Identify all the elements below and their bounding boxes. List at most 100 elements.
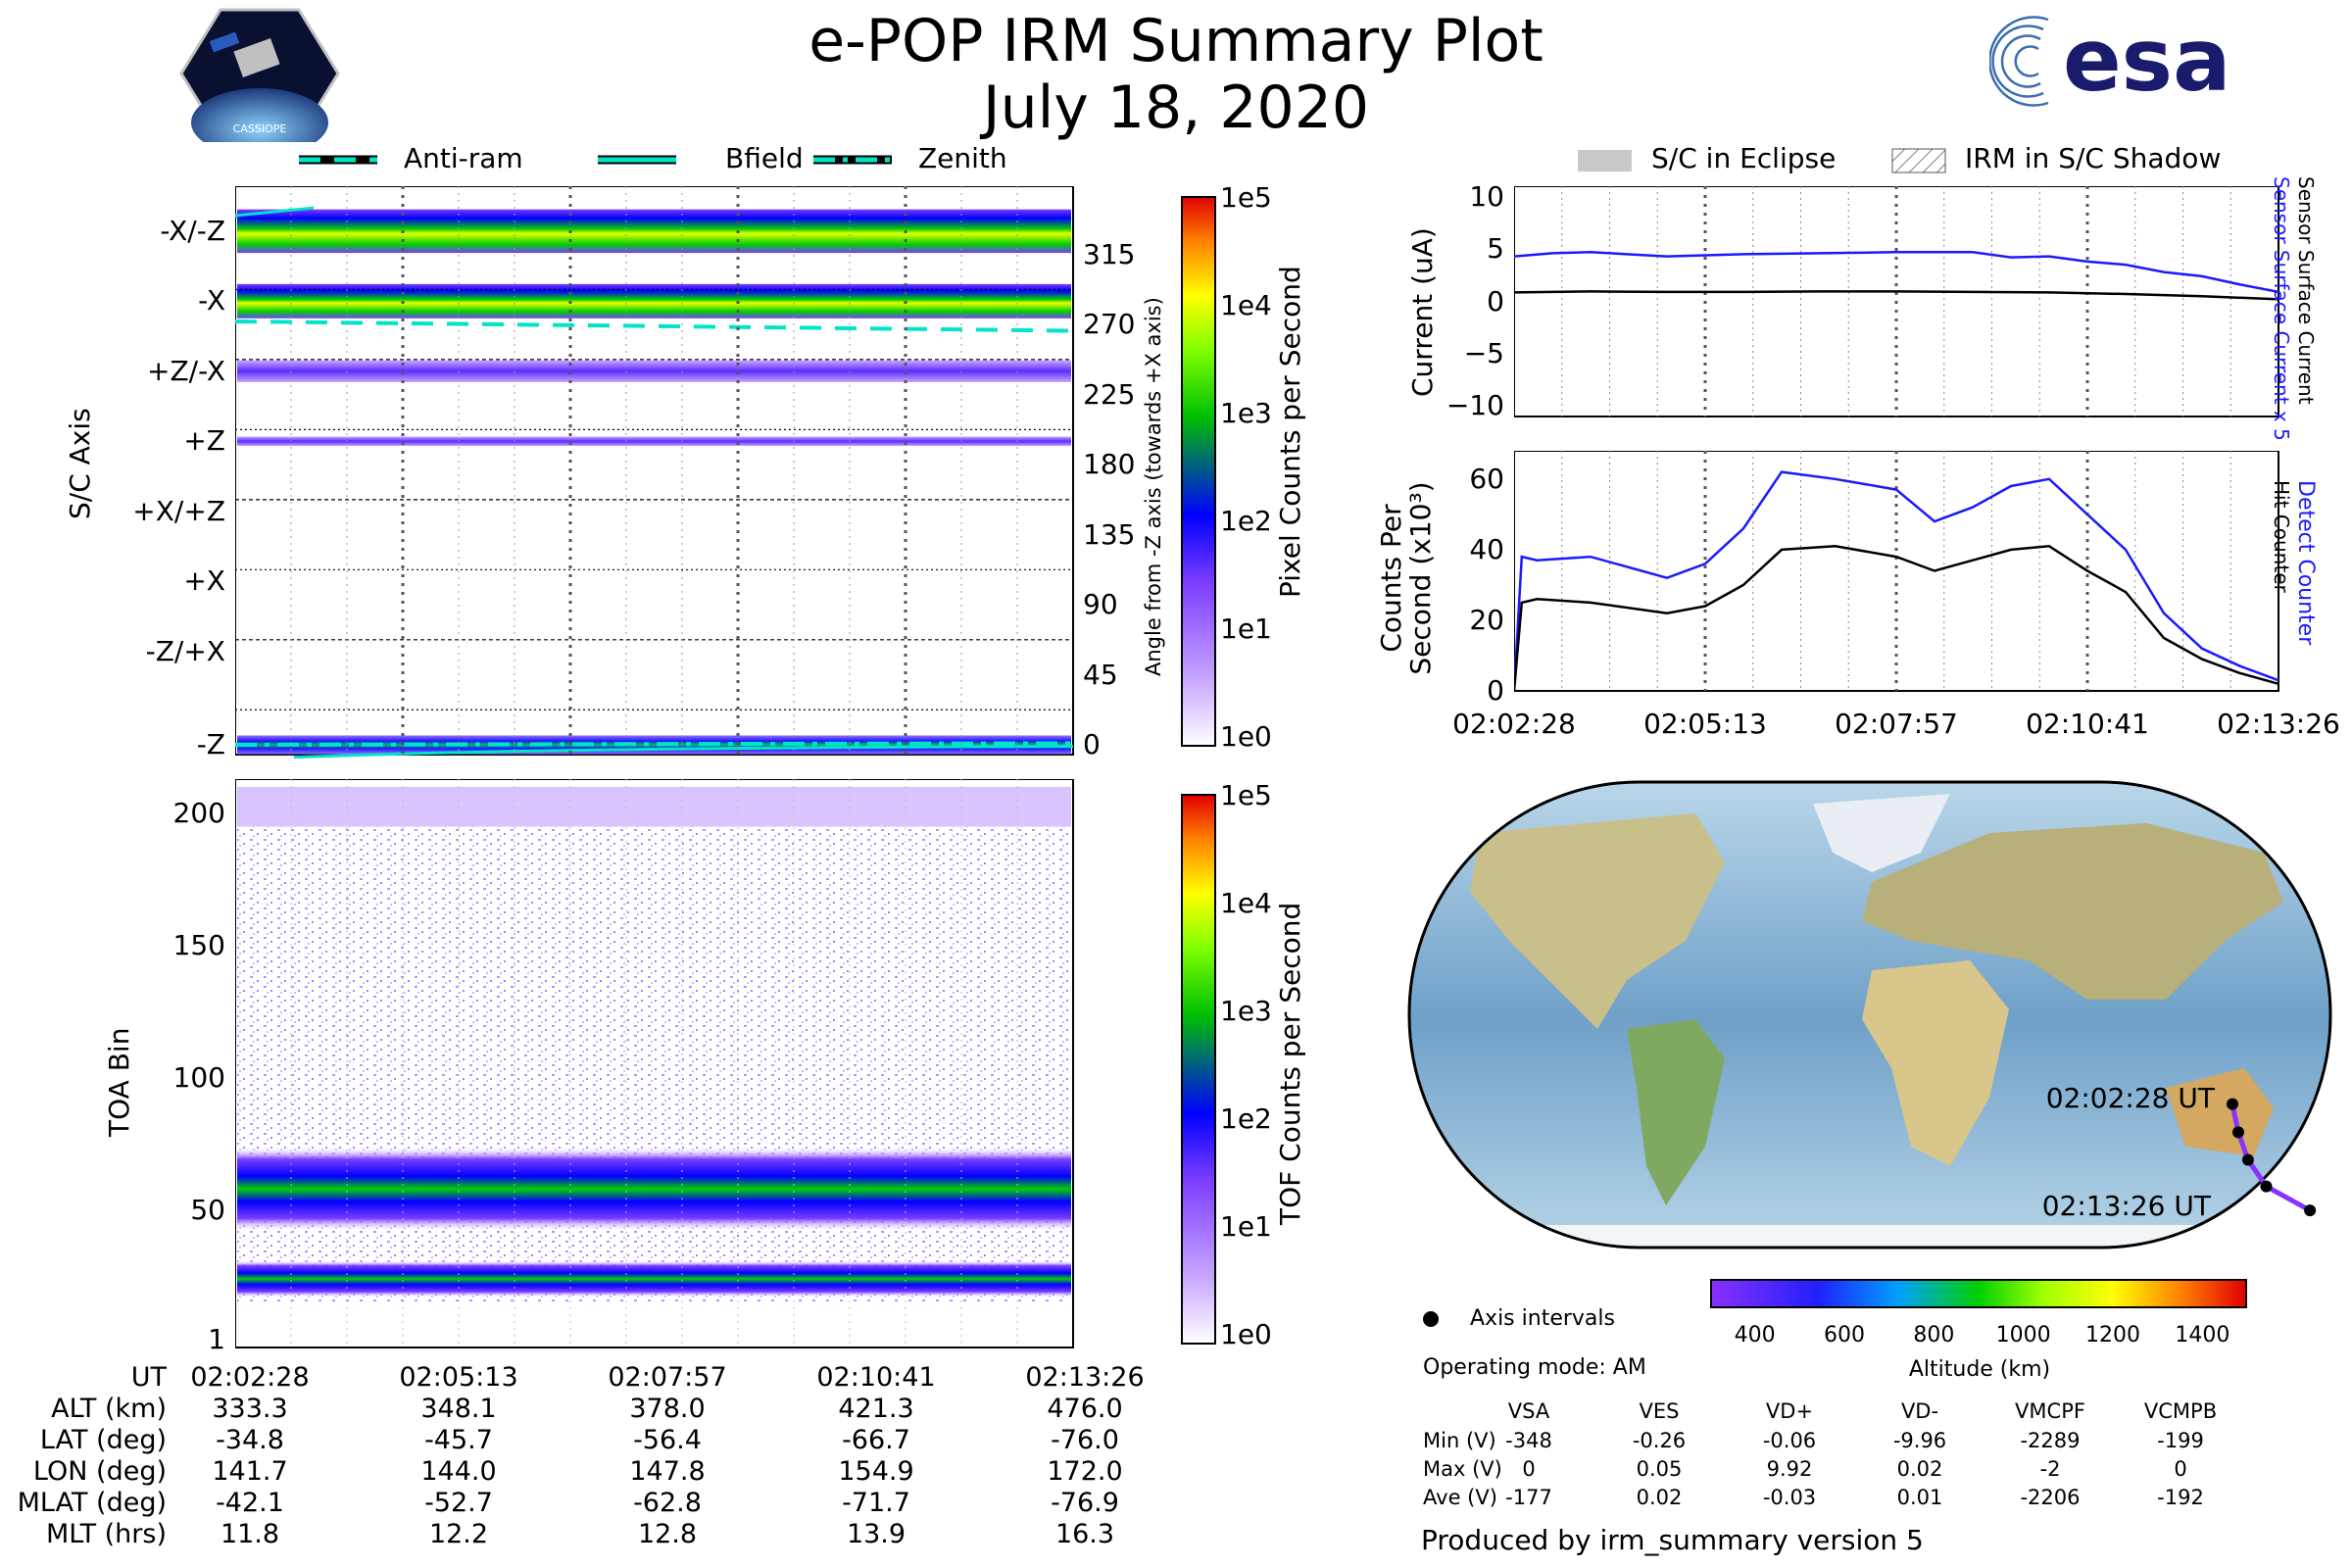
track-end-label: 02:13:26 UT <box>2042 1190 2212 1222</box>
map-frame <box>1407 780 2332 1250</box>
voltage-column-header: VES <box>1639 1399 1680 1423</box>
eclipse-legend-label: S/C in Eclipse <box>1651 142 1837 174</box>
africa-landmass <box>1862 960 2009 1166</box>
operating-mode: Operating mode: AM <box>1423 1355 1646 1380</box>
pixel-y2-tick-label: 315 <box>1083 237 1136 270</box>
pixel-plot-frame <box>235 186 1074 756</box>
y-tick-label: −10 <box>1446 389 1504 422</box>
counts-x-tick-label: 02:13:26 <box>2217 708 2340 740</box>
toa-band-1 <box>237 1260 1071 1298</box>
colorbar-tick-label: 1e1 <box>1220 1210 1272 1243</box>
toa-y-tick-label: 50 <box>190 1193 225 1226</box>
voltage-value: -2 <box>2039 1457 2061 1481</box>
ephemeris-value: 02:07:57 <box>608 1362 727 1393</box>
zenith-legend-label: Zenith <box>918 142 1007 174</box>
ephemeris-value: 421.3 <box>838 1394 914 1424</box>
voltage-value: -177 <box>1505 1486 1552 1509</box>
y-tick-label: 0 <box>1487 284 1504 318</box>
pixel-y-tick-label: -X <box>198 284 225 318</box>
y-tick-label: 20 <box>1469 603 1504 636</box>
ephemeris-value: 348.1 <box>420 1394 497 1424</box>
colorbar-tick-label: 1e2 <box>1220 1102 1272 1135</box>
antarctica-landmass <box>1409 1225 2330 1248</box>
ephemeris-value: -34.8 <box>216 1425 284 1455</box>
voltage-column-header: VSA <box>1507 1399 1550 1423</box>
australia-landmass <box>2166 1068 2274 1156</box>
anti-ram-legend-line <box>299 155 377 165</box>
ephemeris-value: 13.9 <box>846 1519 906 1549</box>
bfield-legend-label: Bfield <box>725 142 804 174</box>
pixel-colorbar-label: Pixel Counts per Second <box>1274 266 1306 598</box>
voltage-value: -0.26 <box>1632 1429 1687 1452</box>
shadow-legend-swatch <box>1891 148 1946 173</box>
altitude-tick-label: 800 <box>1913 1323 1955 1348</box>
voltage-value: 9.92 <box>1766 1457 1813 1481</box>
ephemeris-value: -66.7 <box>842 1425 910 1455</box>
ground-track-point <box>2260 1180 2273 1193</box>
ephemeris-value: 12.8 <box>637 1519 698 1549</box>
altitude-tick-label: 1000 <box>1995 1323 2051 1348</box>
esa-logo: esa <box>1989 10 2230 108</box>
counts-plot <box>1514 451 2279 692</box>
toa-y-tick-label: 1 <box>208 1323 225 1355</box>
altitude-colorbar <box>1710 1279 2247 1308</box>
current-x5-label: Sensor Surface Current x 5 <box>2270 176 2293 441</box>
y-tick-label: 10 <box>1469 179 1504 213</box>
ephemeris-value: 333.3 <box>212 1394 288 1424</box>
pixel-band-3 <box>237 436 1071 447</box>
y-tick-label: 0 <box>1487 674 1504 707</box>
ephemeris-value: -45.7 <box>424 1425 493 1455</box>
voltage-value: 0 <box>2174 1457 2187 1481</box>
pixel-y-tick-label: -X/-Z <box>160 214 225 247</box>
north-america-landmass <box>1470 813 1725 1029</box>
eurasia-landmass <box>1862 823 2283 1000</box>
voltage-value: -0.03 <box>1762 1486 1817 1509</box>
ground-track-point <box>2241 1153 2254 1166</box>
pixel-y-tick-label: +Z/-X <box>147 354 225 387</box>
toa-top-band <box>237 787 1071 827</box>
ephemeris-value: -76.0 <box>1051 1425 1119 1455</box>
voltage-value: 0.02 <box>1896 1457 1943 1481</box>
anti-ram-legend-label: Anti-ram <box>404 142 523 174</box>
ephemeris-row-label: MLAT (deg) <box>17 1488 167 1518</box>
pixel-legend: Anti-ram Bfield Zenith <box>0 142 1176 181</box>
ephemeris-value: 154.9 <box>838 1456 914 1487</box>
voltage-row-label: Ave (V) <box>1423 1486 1497 1509</box>
toa-y-tick-label: 200 <box>172 796 225 829</box>
voltage-value: 0 <box>1522 1457 1536 1481</box>
voltage-stats-table: VSA VES VD+ VD- VMCPF VCMPB Min (V) -348 -0.26 -0… <box>1411 1399 2342 1517</box>
ephemeris-value: -56.4 <box>633 1425 702 1455</box>
y-tick-label: 60 <box>1469 462 1504 495</box>
ephemeris-value: -42.1 <box>216 1488 284 1518</box>
ephemeris-value: -76.9 <box>1051 1488 1119 1518</box>
pixel-y2-tick-label: 135 <box>1083 517 1136 551</box>
ephemeris-value: 02:02:28 <box>190 1362 310 1393</box>
toa-band-0 <box>237 1147 1071 1232</box>
toa-heatmap-panel <box>235 779 1074 1348</box>
ground-track-point <box>2226 1098 2238 1110</box>
pixel-y2-tick-label: 0 <box>1083 728 1101 760</box>
altitude-tick-label: 400 <box>1734 1323 1776 1348</box>
cassiope-logo: CASSIOPE <box>179 8 340 142</box>
esa-logo-text: esa <box>2063 10 2230 108</box>
voltage-column-header: VCMPB <box>2143 1399 2218 1423</box>
sensor-surface-current-x-5-series <box>1514 251 2279 294</box>
pixel-y-tick-label: +Z <box>183 424 225 458</box>
colorbar-tick-label: 1e4 <box>1220 289 1272 321</box>
y-tick-label: 40 <box>1469 532 1504 565</box>
bfield-line-high <box>235 206 315 218</box>
ground-track-point <box>2232 1126 2244 1139</box>
bfield-line-low <box>293 745 1074 760</box>
toa-y-tick-label: 100 <box>172 1060 225 1094</box>
ephemeris-value: 02:13:26 <box>1025 1362 1145 1393</box>
colorbar-tick-label: 1e3 <box>1220 397 1272 429</box>
pixel-y-tick-label: -Z/+X <box>145 634 225 667</box>
ephemeris-value: -62.8 <box>633 1488 702 1518</box>
colorbar-tick-label: 1e3 <box>1220 995 1272 1027</box>
pixel-y-tick-label: +X <box>183 564 225 598</box>
colorbar-tick-label: 1e4 <box>1220 887 1272 919</box>
zenith-line <box>235 741 1074 747</box>
colorbar-tick-label: 1e5 <box>1220 779 1272 811</box>
sensor-surface-current-series <box>1514 290 2279 301</box>
pixel-y-tick-label: +X/+Z <box>132 494 225 527</box>
